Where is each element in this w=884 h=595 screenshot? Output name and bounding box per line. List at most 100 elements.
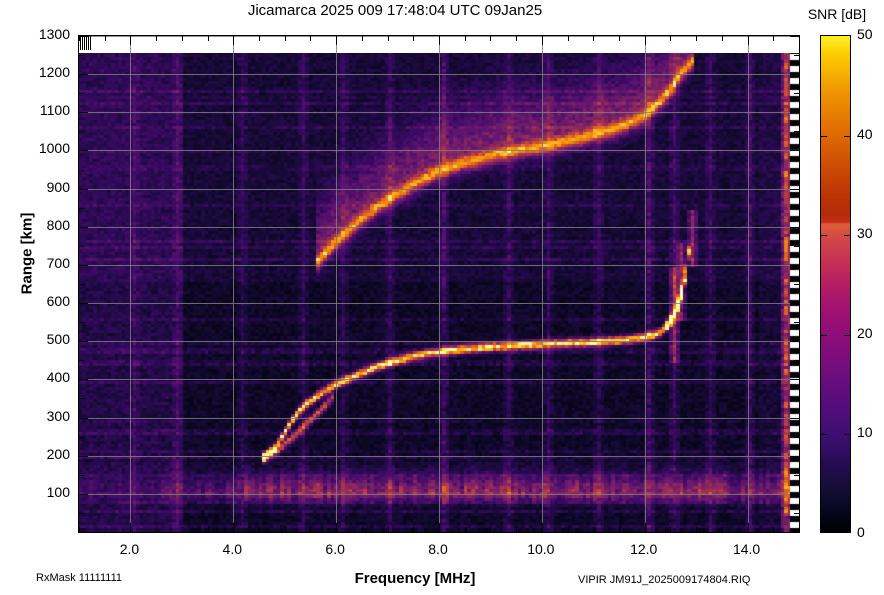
x-tick-major xyxy=(130,523,132,532)
x-tick-minor xyxy=(413,527,415,532)
y-tick-major xyxy=(790,379,799,381)
y-tick-minor xyxy=(794,207,799,209)
y-tick-major xyxy=(790,417,799,419)
colorbar-tick xyxy=(844,434,850,436)
x-tick-minor xyxy=(619,527,620,532)
x-tick-minor xyxy=(207,36,209,41)
x-tick-minor xyxy=(259,527,260,532)
x-tick-minor xyxy=(516,36,518,41)
x-tick-minor xyxy=(207,527,209,532)
x-tick-minor xyxy=(799,36,800,41)
y-tick-major xyxy=(790,264,799,266)
y-tick-major xyxy=(790,112,799,114)
colorbar-tick-label: 0 xyxy=(857,524,865,540)
y-tick-major xyxy=(790,74,799,76)
x-tick-minor xyxy=(773,527,775,532)
y-tick-minor xyxy=(79,284,84,285)
x-tick-minor xyxy=(696,36,698,41)
y-tick-major xyxy=(79,455,88,457)
colorbar-tick xyxy=(844,135,850,137)
x-tick-major xyxy=(439,36,440,45)
x-tick-minor xyxy=(696,527,698,532)
x-tick-label: 10.0 xyxy=(527,541,555,557)
y-tick-minor xyxy=(794,322,799,324)
y-tick-minor xyxy=(79,245,84,247)
grid-line-horizontal xyxy=(79,150,799,152)
grid-line-horizontal xyxy=(79,112,799,114)
colorbar-tick xyxy=(821,334,827,336)
y-tick-major xyxy=(79,493,88,495)
x-tick-minor xyxy=(361,36,363,41)
grid-line-horizontal xyxy=(79,341,799,343)
x-tick-minor xyxy=(84,36,85,50)
grid-line-horizontal xyxy=(79,303,799,305)
y-tick-major xyxy=(790,36,799,37)
x-tick-major xyxy=(541,523,543,532)
x-tick-minor xyxy=(86,36,87,50)
grid-line-vertical xyxy=(747,36,749,532)
x-tick-minor xyxy=(284,527,286,532)
x-tick-major xyxy=(233,36,235,45)
grid-line-vertical xyxy=(233,36,235,532)
x-tick-minor xyxy=(79,36,80,41)
y-tick-label: 1000 xyxy=(38,140,70,157)
x-tick-minor xyxy=(516,527,518,532)
x-tick-minor xyxy=(82,36,83,50)
y-tick-minor xyxy=(79,436,84,438)
x-tick-minor xyxy=(593,36,595,41)
x-tick-minor xyxy=(619,36,620,41)
x-tick-minor xyxy=(464,36,466,41)
grid-line-horizontal xyxy=(79,379,799,381)
y-tick-minor xyxy=(79,474,84,476)
grid-line-vertical xyxy=(130,36,132,532)
x-tick-minor xyxy=(104,36,106,41)
y-tick-label: 100 xyxy=(46,483,70,500)
y-tick-minor xyxy=(79,322,84,324)
y-tick-minor xyxy=(79,169,84,171)
x-tick-minor xyxy=(464,527,466,532)
x-axis-label: Frequency [MHz] xyxy=(354,570,476,587)
colorbar-tick-label: 40 xyxy=(857,125,873,142)
y-tick-minor xyxy=(79,360,84,362)
x-tick-minor xyxy=(670,527,672,532)
snr-colorbar xyxy=(820,35,851,533)
y-tick-minor xyxy=(794,284,799,285)
grid-line-horizontal xyxy=(79,417,799,419)
y-tick-label: 300 xyxy=(46,407,70,424)
x-tick-minor xyxy=(181,527,183,532)
y-tick-major xyxy=(79,36,88,37)
y-tick-major xyxy=(79,417,88,419)
y-tick-major xyxy=(79,226,88,228)
y-tick-minor xyxy=(79,512,84,514)
colorbar-tick-label: 50 xyxy=(857,26,873,42)
x-tick-minor xyxy=(670,36,672,41)
y-tick-label: 700 xyxy=(46,254,70,271)
figure-title: Jicamarca 2025 009 17:48:04 UTC 09Jan25 xyxy=(247,2,543,19)
y-tick-major xyxy=(79,112,88,114)
x-tick-major xyxy=(336,523,338,532)
colorbar-tick xyxy=(844,334,850,336)
y-tick-minor xyxy=(79,55,84,57)
y-tick-label: 400 xyxy=(46,369,70,386)
colorbar-tick xyxy=(821,235,827,237)
y-tick-major xyxy=(79,264,88,266)
x-tick-major xyxy=(644,36,646,45)
grid-line-vertical xyxy=(644,36,646,532)
grid-line-horizontal xyxy=(79,264,799,266)
grid-line-horizontal xyxy=(79,493,799,495)
y-tick-label: 900 xyxy=(46,178,70,195)
y-tick-minor xyxy=(79,398,84,400)
colorbar-tick-label: 20 xyxy=(857,324,873,341)
colorbar-tick xyxy=(821,135,827,137)
x-tick-major xyxy=(644,523,646,532)
x-tick-minor xyxy=(490,527,492,532)
y-tick-label: 200 xyxy=(46,445,70,462)
x-tick-minor xyxy=(387,36,389,41)
x-tick-minor xyxy=(567,527,569,532)
rxmask-label: RxMask 11111111 xyxy=(36,572,123,584)
x-tick-minor xyxy=(413,36,415,41)
y-tick-minor xyxy=(794,93,799,95)
y-tick-major xyxy=(790,455,799,457)
grid-line-vertical xyxy=(336,36,338,532)
y-tick-minor xyxy=(794,169,799,171)
